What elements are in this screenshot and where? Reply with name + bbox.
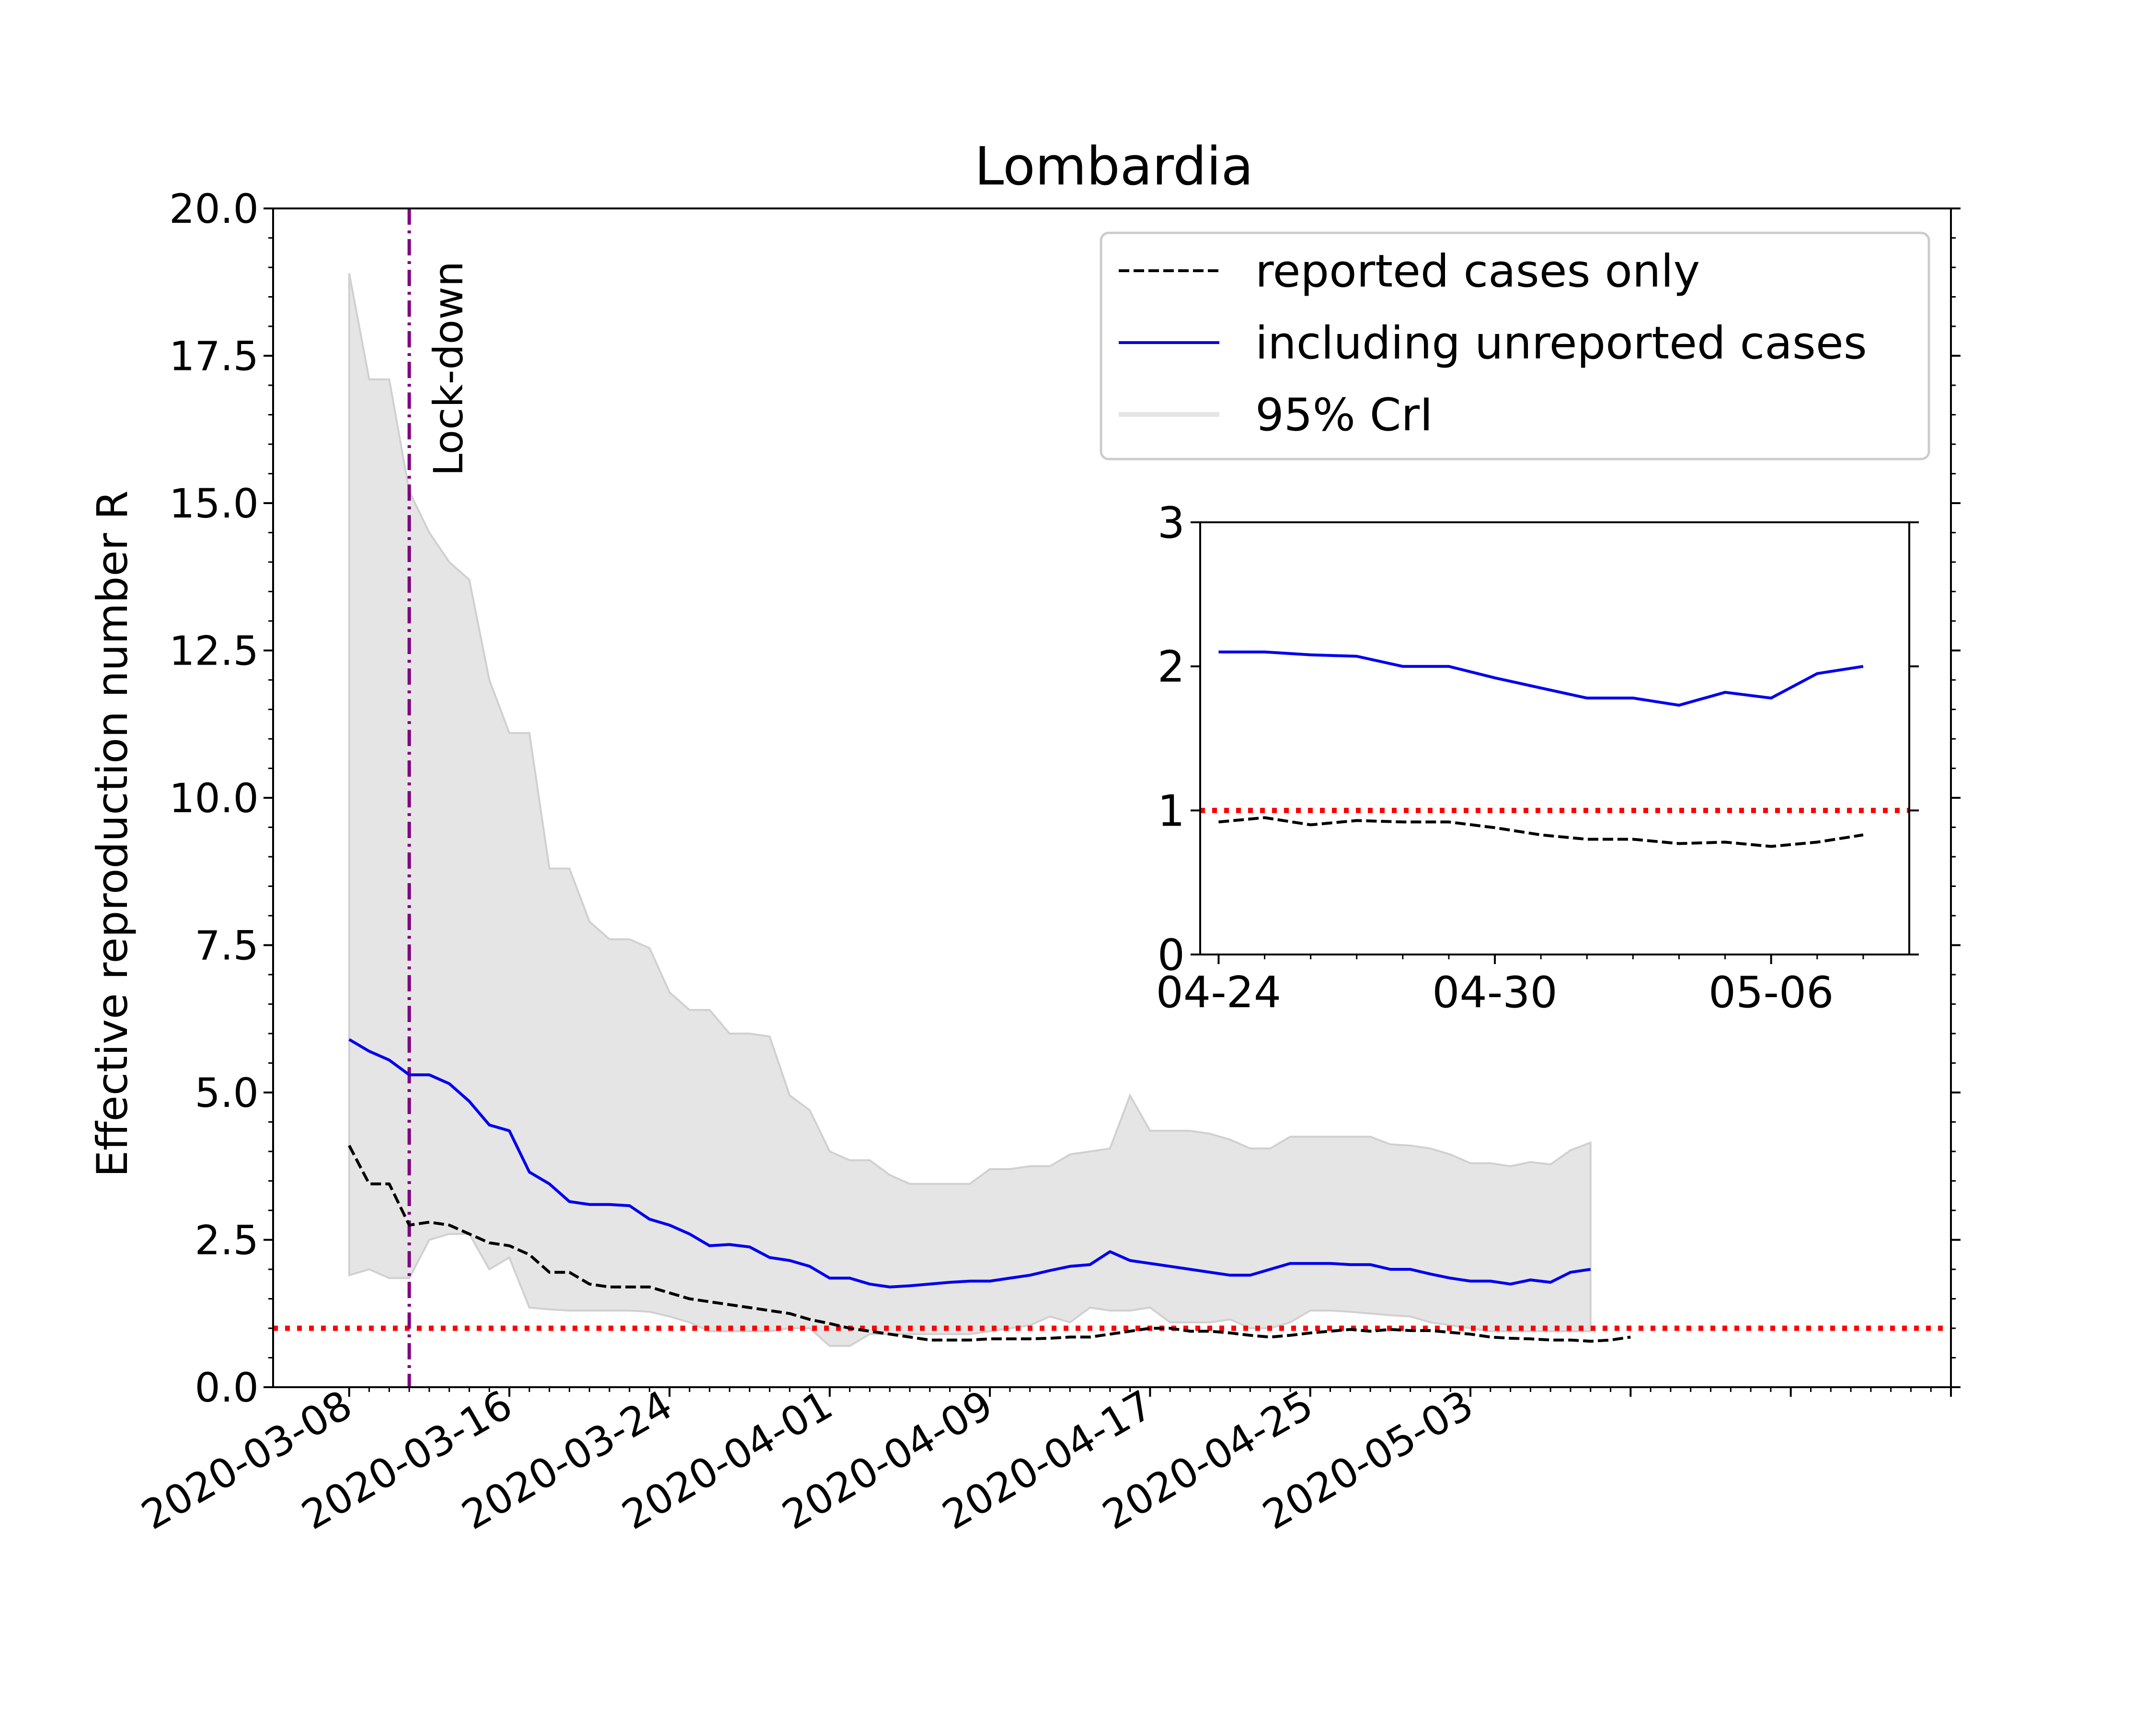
y-tick-label: 17.5 bbox=[169, 333, 259, 380]
inset-y-tick-label: 1 bbox=[1158, 786, 1185, 836]
legend-label-crl: 95% CrI bbox=[1255, 389, 1433, 441]
legend-frame bbox=[1100, 231, 1930, 460]
y-tick-label: 15.0 bbox=[169, 480, 259, 527]
legend-label-reported: reported cases only bbox=[1255, 245, 1700, 298]
inset-y-tick-label: 0 bbox=[1158, 930, 1185, 980]
chart-title: Lombardia bbox=[975, 136, 1253, 197]
inset-reported-line bbox=[1218, 816, 1864, 848]
y-tick-label: 5.0 bbox=[195, 1070, 259, 1116]
inset-background bbox=[1200, 522, 1909, 954]
series-reported-line bbox=[348, 1145, 1631, 1343]
y-tick-label: 10.0 bbox=[169, 775, 259, 822]
inset-unreported-line bbox=[1218, 650, 1864, 707]
legend-label-unreported: including unreported cases bbox=[1255, 317, 1867, 369]
y-tick-label: 12.5 bbox=[169, 628, 259, 675]
inset-x-tick-label: 05-06 bbox=[1709, 967, 1834, 1018]
series-unreported-line bbox=[348, 1038, 1591, 1288]
y-axis-label: Effective reproduction number R bbox=[88, 490, 137, 1177]
crl-band bbox=[348, 273, 1592, 1347]
inset-x-tick-label: 04-30 bbox=[1432, 967, 1558, 1018]
inset-frame bbox=[1199, 521, 1910, 955]
inset-x-tick-label: 04-24 bbox=[1156, 967, 1282, 1018]
inset-y-tick-label: 3 bbox=[1158, 498, 1185, 548]
inset-y-tick-label: 2 bbox=[1158, 642, 1185, 692]
inset-plot: 0 1 2 3 04-24 04-30 05-06 bbox=[1156, 498, 1919, 1018]
y-tick-label: 20.0 bbox=[169, 185, 259, 232]
lockdown-label: Lock-down bbox=[425, 261, 472, 476]
legend: reported cases only including unreported… bbox=[1100, 231, 1930, 460]
y-tick-label: 2.5 bbox=[195, 1217, 259, 1264]
y-tick-label: 7.5 bbox=[195, 922, 259, 969]
y-tick-label: 0.0 bbox=[195, 1364, 259, 1411]
